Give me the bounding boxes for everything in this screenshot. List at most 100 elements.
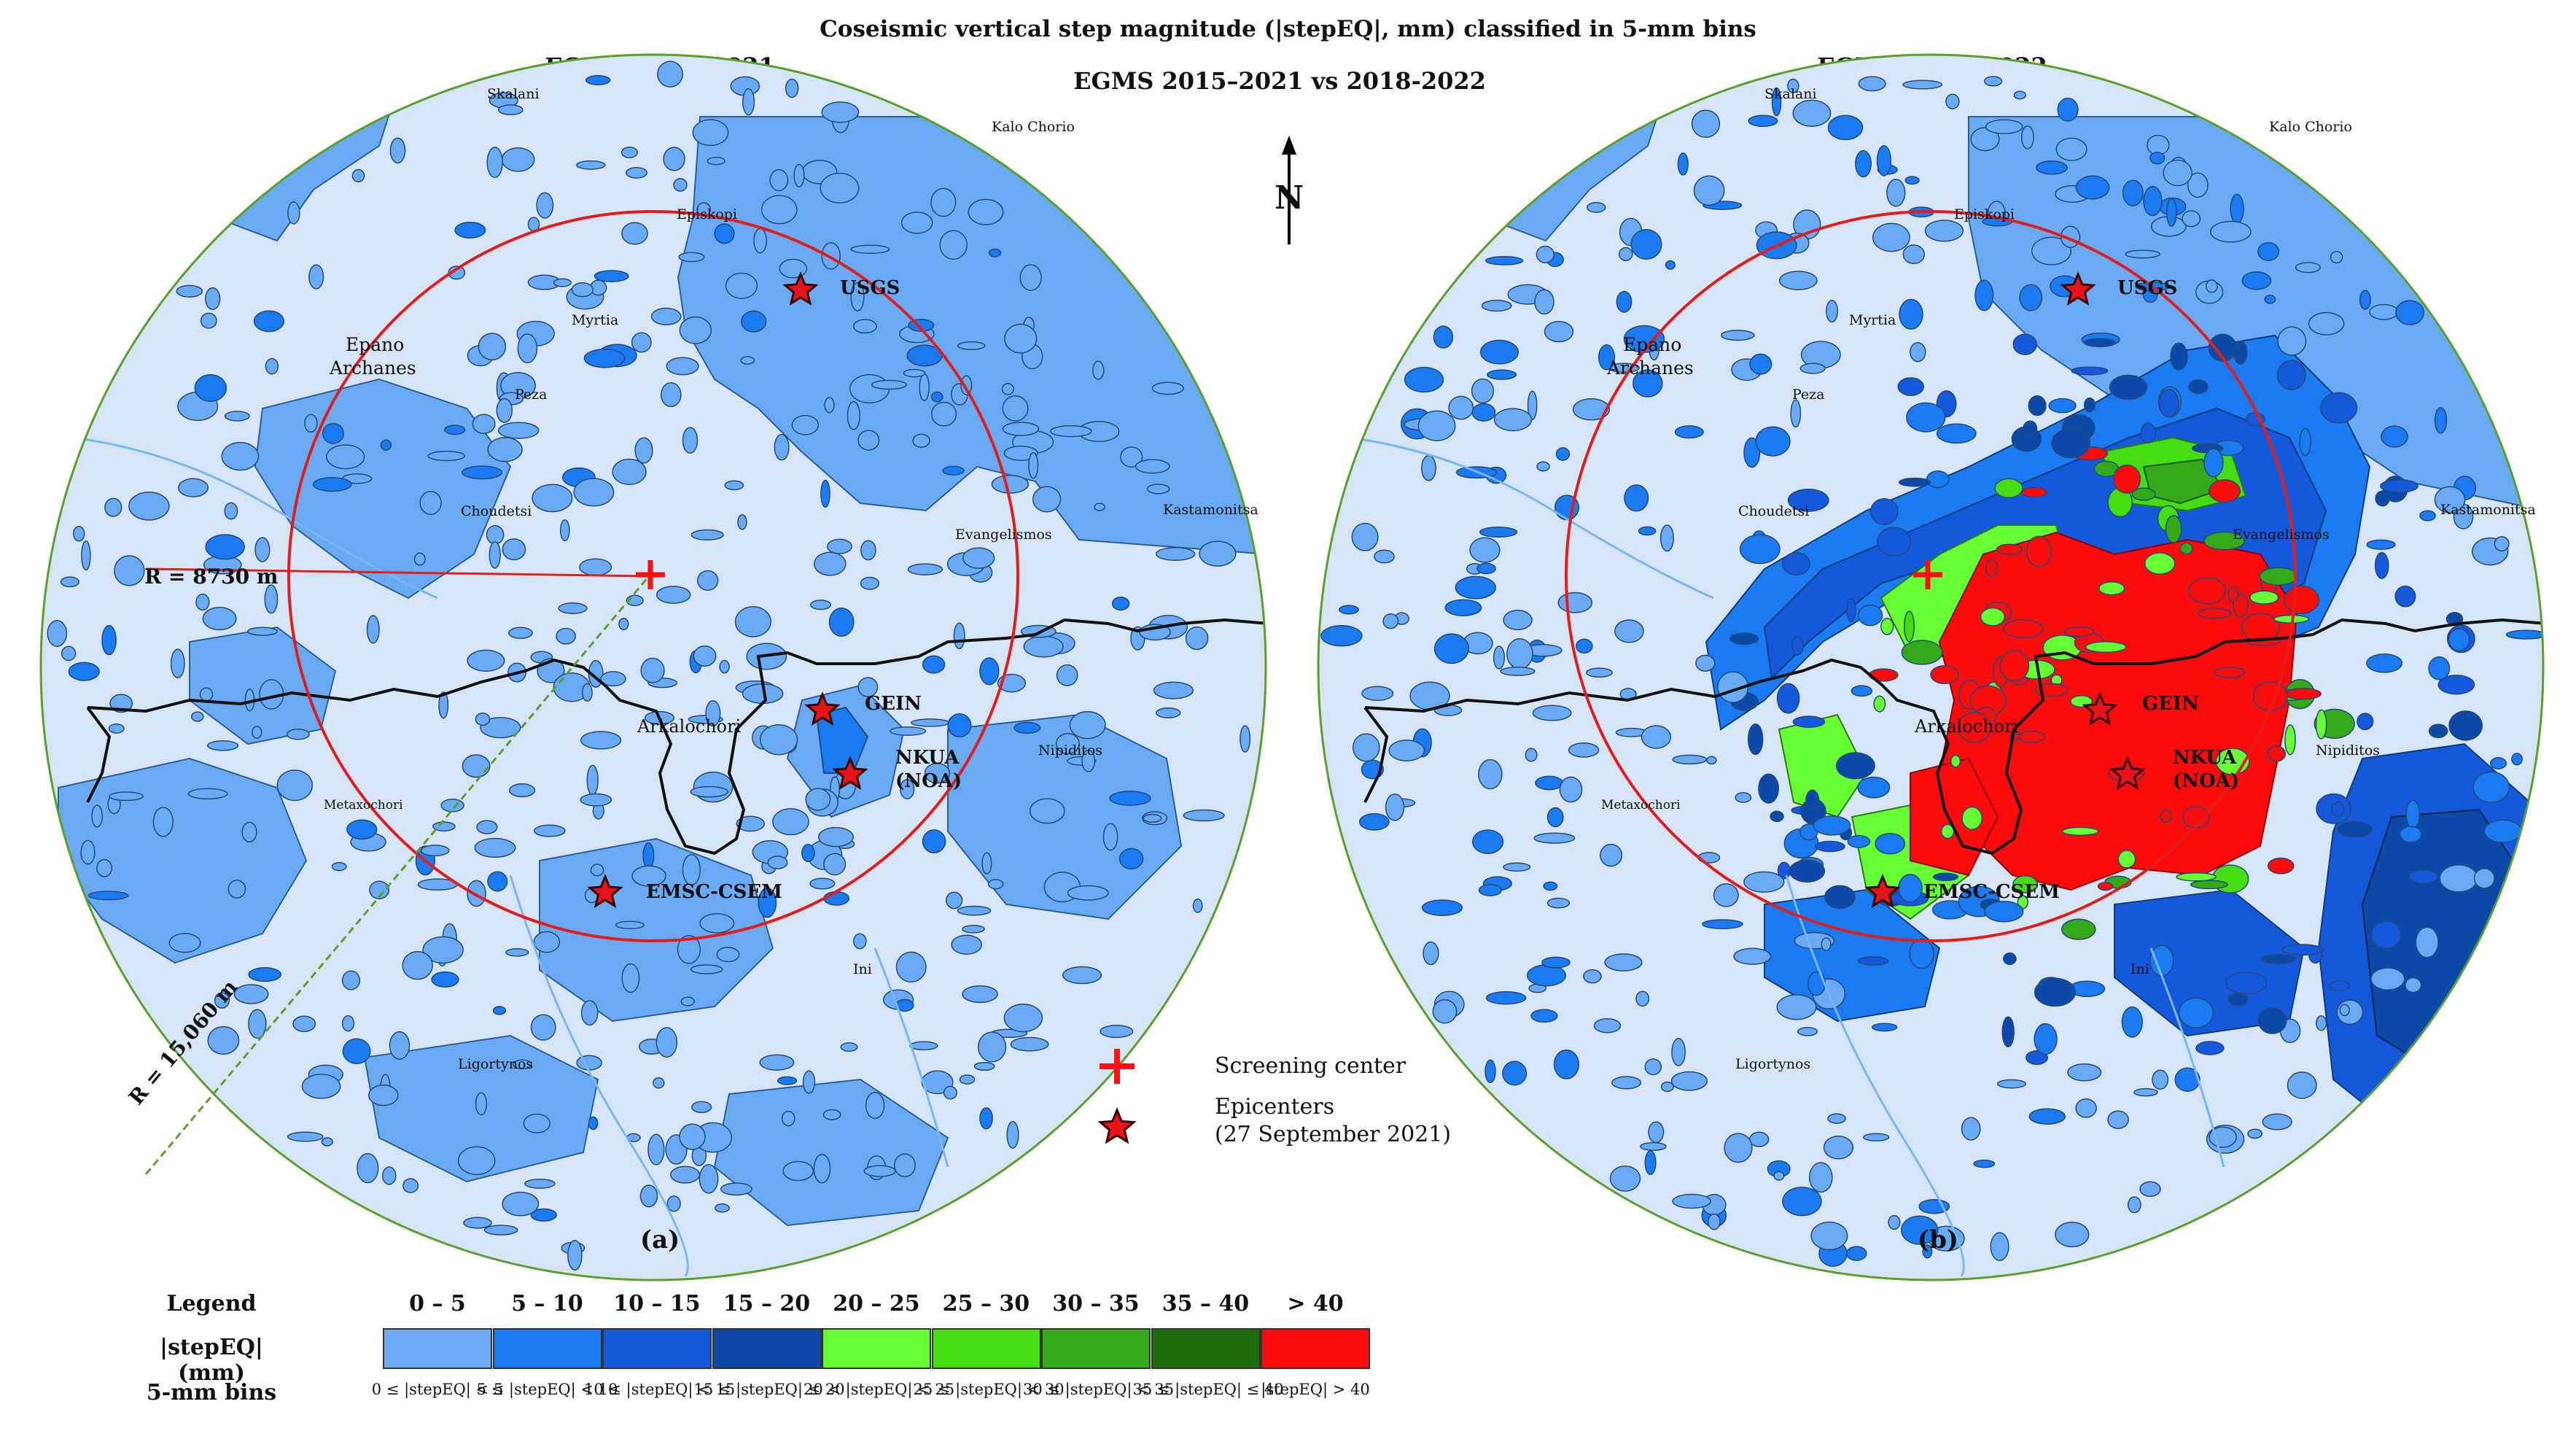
scatterer-point [2003,952,2017,966]
scatterer-point [1029,798,1065,824]
scatterer-point [2178,997,2214,1028]
scatterer-point [505,947,529,957]
scatterer-point [669,1166,701,1184]
scatterer-point [1743,871,1785,893]
scatterer-point [1821,937,1832,951]
scatterer-point [785,78,799,98]
scatterer-point [2267,857,2295,874]
scatterer-point [2075,175,2110,200]
scatterer-point [2188,379,2209,395]
place-label: Kalo Chorio [2269,119,2352,135]
scatterer-point [1536,461,1550,472]
place-label: Myrtia [1849,312,1896,328]
scatterer-point [1930,664,1959,685]
scatterer-point [1532,705,1572,721]
scatterer-point [737,514,747,530]
scatterer-point [1776,994,1817,1020]
legend-item: 0 – 5 0 ≤ |stepEQ| < 5 [372,1291,503,1398]
scatterer-point [2198,608,2232,619]
scatterer-point [1846,597,1856,623]
scatterer-point [467,649,505,672]
scatterer-point [1857,605,1883,627]
scatterer-point [108,723,125,734]
scatterer-point [2057,97,2079,122]
key-screening-center-label: Screening center [1215,1053,1406,1079]
scatterer-point [2149,945,2174,977]
scatterer-point [850,282,865,311]
scatterer-point [1100,1025,1134,1039]
scatterer-point [615,920,645,930]
scatterer-point [922,829,946,854]
scatterer-point [1749,353,1773,375]
scatterer-point [2109,374,2148,400]
scatterer-point [1192,899,1203,913]
scatterer-point [583,348,626,368]
scatterer-point [1135,459,1170,474]
scatterer-point [580,731,622,750]
scatterer-point [1493,408,1533,432]
scatterer-point [1583,969,1602,984]
scatterer-point [402,1178,419,1193]
scatterer-point [742,88,755,116]
scatterer-point [2034,977,2077,1007]
scatterer-point [1417,410,1456,441]
scatterer-point [576,1055,602,1071]
scatterer-point [553,278,572,287]
scatterer-point [176,284,203,298]
epicenter-label-usgs: USGS [840,277,900,299]
scatterer-point [190,711,204,722]
scatterer-point [2127,1196,2141,1214]
scatterer-point [517,333,538,364]
legend-item: 25 – 30 25 ≤ |stepEQ| < 30 [914,1291,1065,1398]
scatterer-point [402,950,433,980]
scatterer-point [634,437,653,464]
scatterer-point [2308,311,2345,336]
scatterer-point [2209,479,2241,503]
scatterer-point [128,492,170,521]
scatterer-point [1109,791,1151,806]
scatterer-point [2249,590,2279,605]
key-epicenters-label: Epicenters [1215,1094,1335,1120]
scatterer-point [959,1074,976,1085]
scatterer-point [152,807,174,837]
scatterer-point [2061,826,2099,836]
scatterer-point [2415,926,2439,958]
scatterer-point [2025,1050,2049,1066]
place-label: Skalani [1764,86,1817,102]
scatterer-point [567,1239,583,1271]
scatterer-point [2067,1063,2102,1082]
scatterer-point [2182,210,2201,228]
scatterer-point [178,478,209,497]
scatterer-point [951,934,983,955]
scatterer-point [625,166,648,179]
scatterer-point [502,538,526,561]
scatterer-point [585,74,611,85]
scatterer-point [973,1061,995,1071]
scatterer-point [666,357,699,376]
scatterer-point [977,1031,1007,1063]
scatterer-point [791,414,820,435]
scatterer-point [2330,250,2343,264]
map-panel-b[interactable] [1317,53,2546,1281]
epicenter-label-usgs: USGS [2117,277,2178,299]
legend-bins-label: 5-mm bins [146,1380,277,1405]
scatterer-point [1432,998,1458,1024]
scatterer-point [321,1137,333,1147]
scatterer-point [2494,536,2510,552]
place-label: Nipiditos [1038,742,1103,759]
scatterer-point [497,422,540,439]
scatterer-point [1888,1214,1901,1230]
map-panel-a[interactable] [39,53,1269,1281]
legend-condition-label: 15 ≤ |stepEQ| ≤ 20 [693,1381,845,1398]
north-label: N [1275,179,1304,217]
scatterer-point [621,963,640,993]
place-label: Kastamonitsa [1163,502,1258,518]
scatterer-point [1081,749,1096,772]
scatterer-point [1500,666,1536,676]
scatterer-point [2097,881,2114,891]
scatterer-point [1910,341,1926,362]
scatterer-point [1980,607,2006,627]
scatterer-point [2448,628,2470,651]
scatterer-point [2262,1113,2292,1131]
scatterer-point [2133,1087,2158,1097]
